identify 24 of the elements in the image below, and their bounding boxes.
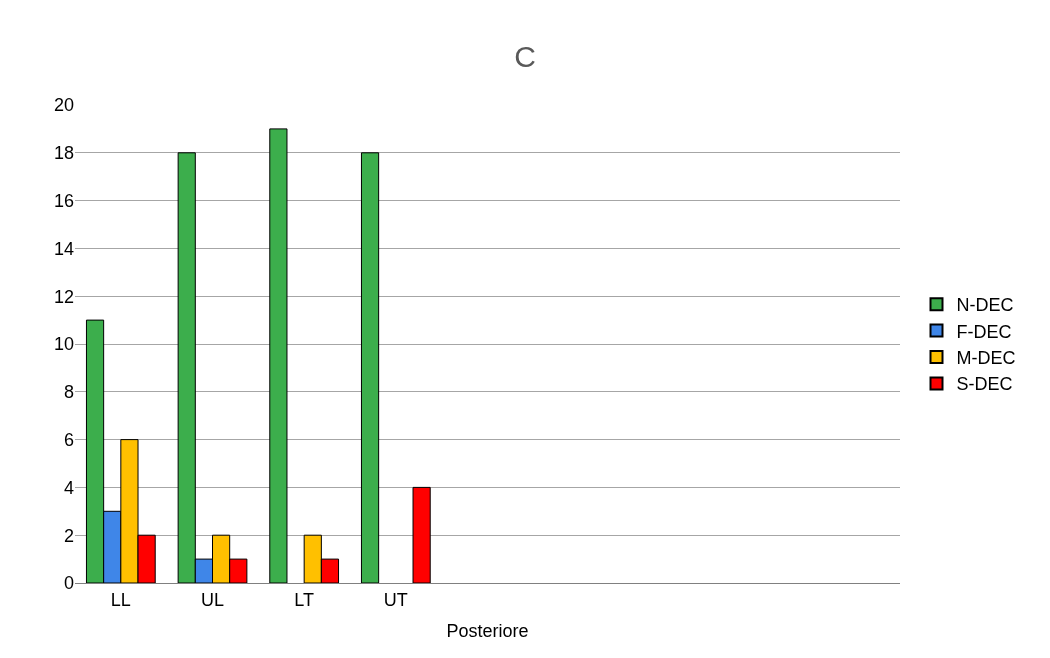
y-tick-label: 4 — [63, 477, 74, 498]
y-tick-label: 12 — [53, 286, 74, 307]
chart-title: C — [514, 40, 536, 74]
legend-label: F-DEC — [956, 321, 1012, 342]
y-tick-label: 8 — [63, 382, 74, 403]
y-tick-label: 14 — [53, 238, 74, 259]
bar — [360, 152, 380, 583]
y-tick-label: 2 — [63, 525, 74, 546]
x-tick-label: UT — [383, 589, 408, 610]
y-tick-label: 10 — [53, 334, 74, 355]
x-axis-title: Posteriore — [446, 620, 529, 641]
y-tick-label: 0 — [63, 573, 74, 594]
y-tick-label: 16 — [53, 190, 74, 211]
x-tick-label: LL — [110, 589, 131, 610]
bar — [412, 486, 431, 583]
legend-label: N-DEC — [956, 295, 1014, 316]
y-tick-label: 6 — [63, 429, 74, 450]
legend-label: S-DEC — [956, 374, 1013, 395]
x-tick-label: LT — [294, 589, 315, 610]
y-tick-label: 18 — [53, 143, 74, 164]
legend-label: M-DEC — [956, 348, 1016, 369]
y-tick-label: 20 — [53, 95, 74, 116]
x-tick-label: UL — [200, 589, 225, 610]
bar — [269, 128, 288, 583]
